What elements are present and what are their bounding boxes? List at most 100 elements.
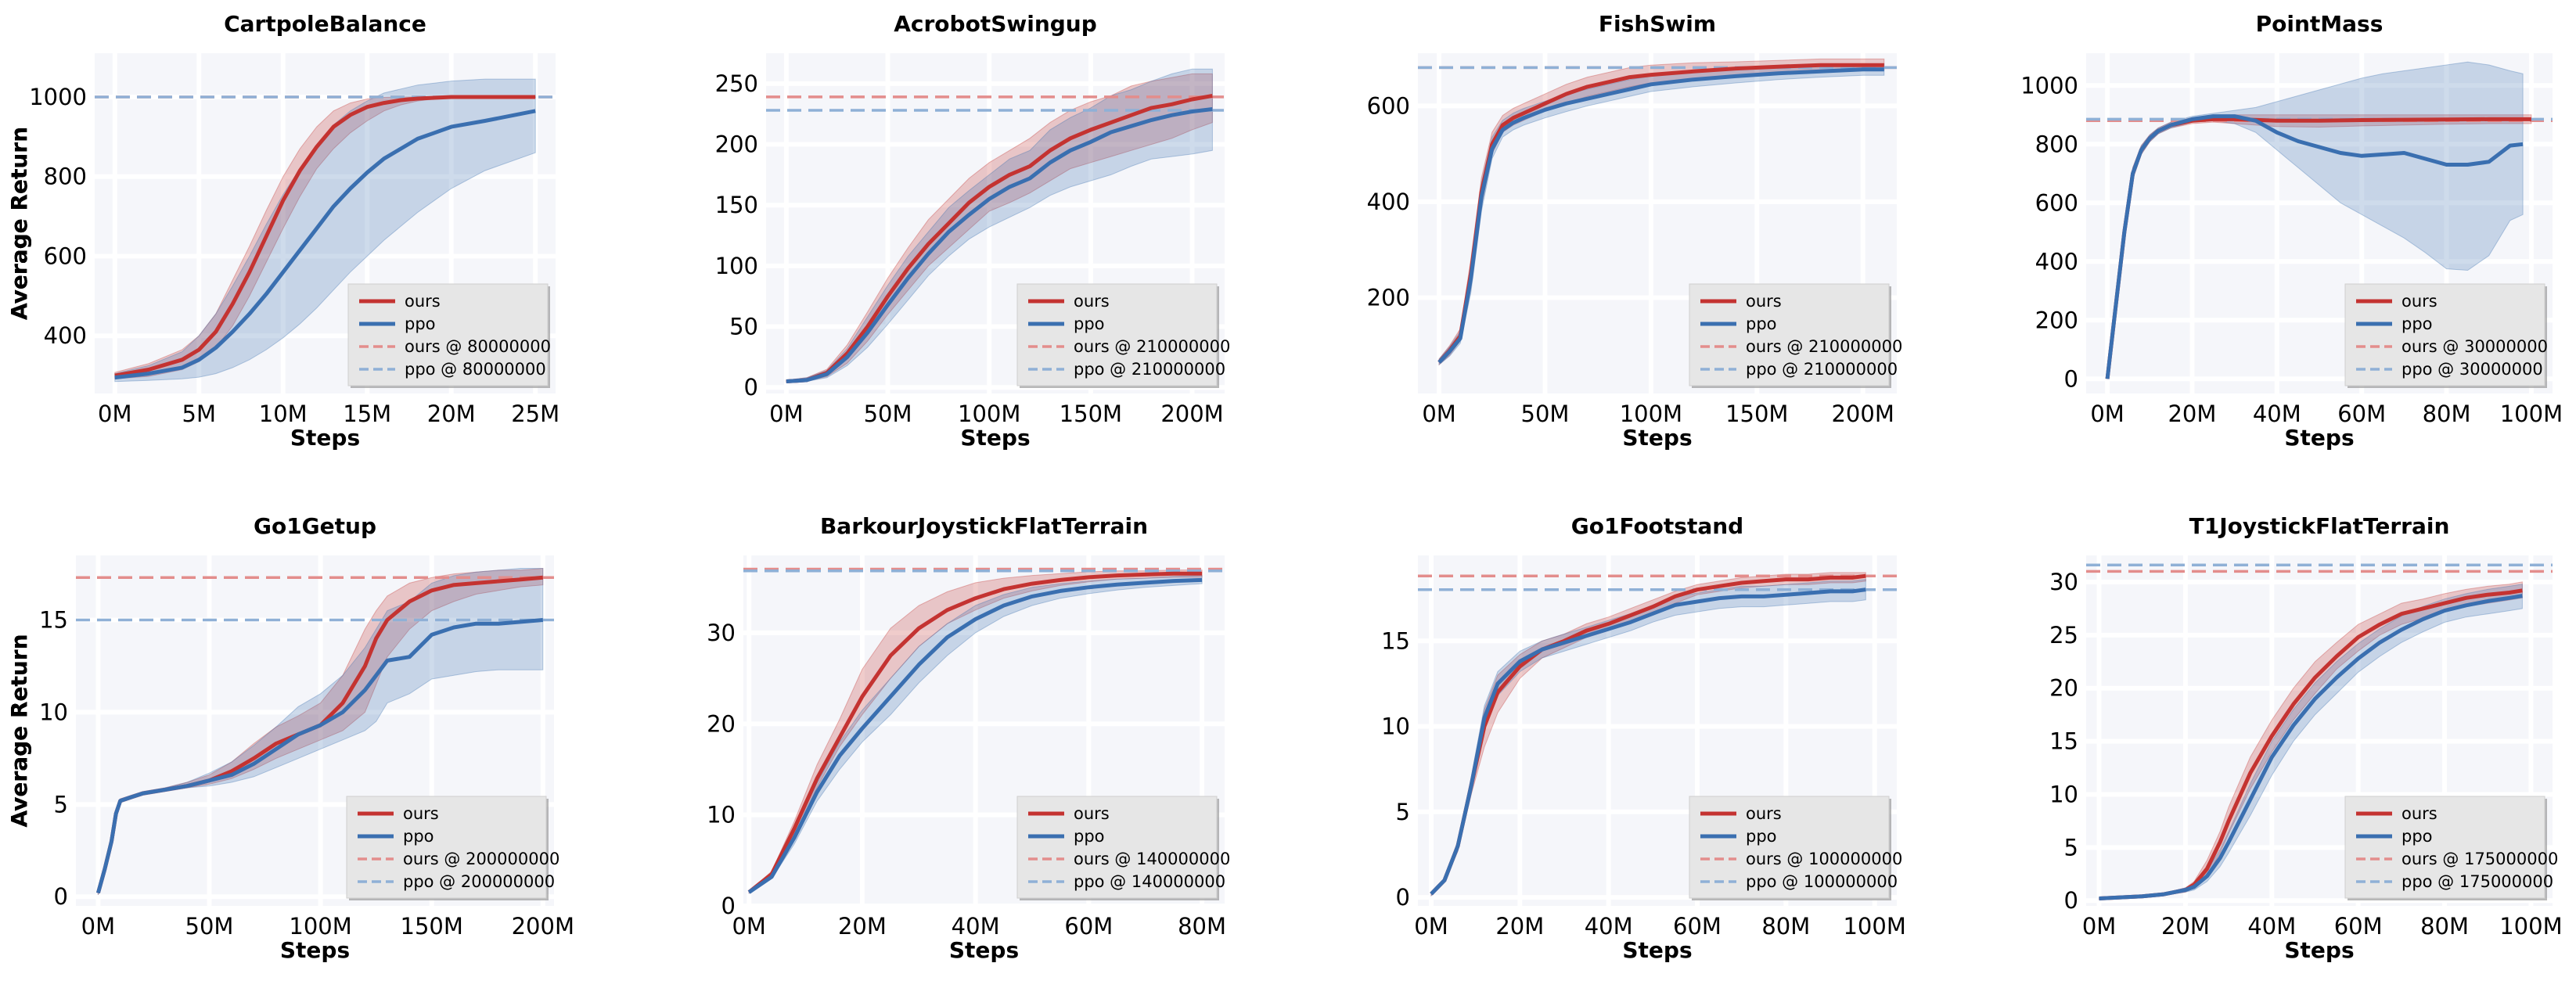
y-tick-label: 800 [44, 164, 87, 190]
y-tick-label: 200 [2035, 307, 2078, 333]
x-axis-label: Steps [1622, 425, 1692, 451]
ppo-confidence-band [1430, 579, 1866, 897]
x-tick-label: 0M [1422, 401, 1455, 427]
x-axis-label: Steps [2284, 425, 2354, 451]
y-axis-label: Average Return [6, 634, 32, 827]
plot-area [2086, 61, 2553, 379]
y-tick-label: 400 [44, 322, 87, 349]
x-axis-label: Steps [1622, 937, 1692, 963]
ppo-confidence-band [748, 575, 1203, 894]
x-tick-label: 100M [1620, 401, 1682, 427]
x-tick-label: 0M [2090, 401, 2124, 427]
y-tick-label: 1000 [2020, 72, 2078, 99]
y-axis-label: Average Return [6, 127, 32, 320]
x-tick-label: 5M [182, 401, 216, 427]
legend-entry: ppo [1074, 827, 1105, 846]
x-tick-label: 0M [81, 913, 115, 940]
legend-entry: ppo [403, 827, 434, 846]
y-tick-label: 15 [1381, 627, 1410, 654]
legend-entry: ppo @ 175000000 [2402, 872, 2553, 891]
x-tick-label: 80M [2420, 913, 2469, 940]
ours-confidence-band [2099, 581, 2523, 900]
y-axis-label: Average Return [6, 634, 32, 827]
subplot-cartpolebalance: CartpoleBalance 0M 5M 10M 15M 20M 25M 400 600 800… [6, 11, 559, 451]
legend-entry: ours [1746, 804, 1782, 823]
y-tick-label: 1000 [29, 84, 87, 110]
subplot-title: Go1Footstand [1571, 513, 1743, 539]
legend-entry: ours [405, 292, 441, 311]
legend-entry: ours [1746, 292, 1782, 311]
y-tick-label: 20 [2049, 675, 2078, 702]
legend-entry: ppo @ 210000000 [1074, 360, 1225, 379]
y-tick-label: 800 [2035, 131, 2078, 157]
y-tick-label: 5 [2064, 834, 2078, 861]
legend-entry: ppo @ 140000000 [1074, 872, 1225, 891]
x-tick-label: 20M [427, 401, 476, 427]
x-tick-label: 80M [1761, 913, 1810, 940]
y-tick-label: 600 [1367, 92, 1410, 119]
x-tick-label: 50M [1521, 401, 1570, 427]
y-tick-label: 0 [2064, 887, 2078, 914]
y-axis-label: Average Return [6, 634, 32, 827]
x-tick-label: 50M [185, 913, 234, 940]
legend: ours ppo ours @ 140000000 ppo @ 140000000 [1016, 796, 1230, 900]
legend-entry: ppo @ 80000000 [405, 360, 546, 379]
legend-entry: ppo [2402, 314, 2433, 333]
ours-confidence-band [748, 570, 1203, 894]
y-tick-label: 10 [2049, 781, 2078, 807]
y-tick-label: 15 [2049, 728, 2078, 755]
y-tick-label: 10 [1381, 713, 1410, 740]
x-tick-label: 0M [98, 401, 131, 427]
y-tick-label: 200 [1367, 284, 1410, 311]
x-tick-label: 20M [2161, 913, 2210, 940]
subplot-title: BarkourJoystickFlatTerrain [820, 513, 1148, 539]
x-tick-label: 200M [1831, 401, 1894, 427]
legend: ours ppo ours @ 100000000 ppo @ 100000000 [1689, 796, 1902, 900]
subplot-title: PointMass [2256, 11, 2384, 37]
x-axis-label: Steps [2284, 937, 2354, 963]
y-tick-label: 400 [2035, 248, 2078, 275]
ppo-confidence-band [114, 78, 536, 383]
legend: ours ppo ours @ 30000000 ppo @ 30000000 [2344, 283, 2548, 388]
subplot-title: T1JoystickFlatTerrain [2189, 513, 2450, 539]
x-tick-label: 80M [2423, 401, 2471, 427]
x-tick-label: 40M [2253, 401, 2301, 427]
y-tick-label: 200 [715, 131, 758, 158]
x-tick-label: 60M [1673, 913, 1722, 940]
legend-entry: ppo [1746, 827, 1777, 846]
legend-entry: ours @ 140000000 [1074, 850, 1230, 868]
ours-confidence-band [786, 73, 1213, 383]
subplot-acrobotswingup: AcrobotSwingup 0M 50M 100M 150M 200M 0 50 100 150… [6, 11, 1230, 451]
x-tick-label: 0M [769, 401, 803, 427]
plot-area [1418, 58, 1897, 366]
y-tick-label: 400 [1367, 189, 1410, 215]
legend-entry: ours [1074, 292, 1110, 311]
x-axis-label: Steps [280, 937, 350, 963]
ppo-line [2105, 114, 2524, 379]
y-tick-label: 25 [2049, 622, 2078, 649]
subplot-title: AcrobotSwingup [894, 11, 1097, 37]
plot-area [2086, 563, 2553, 900]
legend-entry: ours @ 210000000 [1746, 337, 1902, 356]
y-tick-label: 0 [2064, 365, 2078, 392]
plot-area [95, 78, 556, 383]
legend-entry: ours [1074, 804, 1110, 823]
legend-entry: ppo @ 30000000 [2402, 360, 2543, 379]
legend-entry: ppo [405, 314, 436, 333]
y-tick-label: 30 [707, 620, 736, 646]
y-tick-label: 15 [39, 607, 68, 634]
x-tick-label: 100M [1843, 913, 1905, 940]
legend-entry: ours @ 80000000 [405, 337, 551, 356]
x-tick-label: 150M [1725, 401, 1788, 427]
y-tick-label: 30 [2049, 569, 2078, 595]
ours-line [786, 93, 1213, 383]
x-tick-label: 0M [2082, 913, 2116, 940]
x-tick-label: 25M [511, 401, 559, 427]
legend-entry: ppo @ 200000000 [403, 872, 555, 891]
y-tick-label: 600 [2035, 189, 2078, 216]
subplot-pointmass: PointMass 0M 20M 40M 60M 80M 100M 0 200 400 600 800… [6, 11, 2563, 451]
ppo-line [1430, 588, 1866, 896]
ppo-confidence-band [1438, 63, 1885, 366]
x-tick-label: 100M [289, 913, 351, 940]
